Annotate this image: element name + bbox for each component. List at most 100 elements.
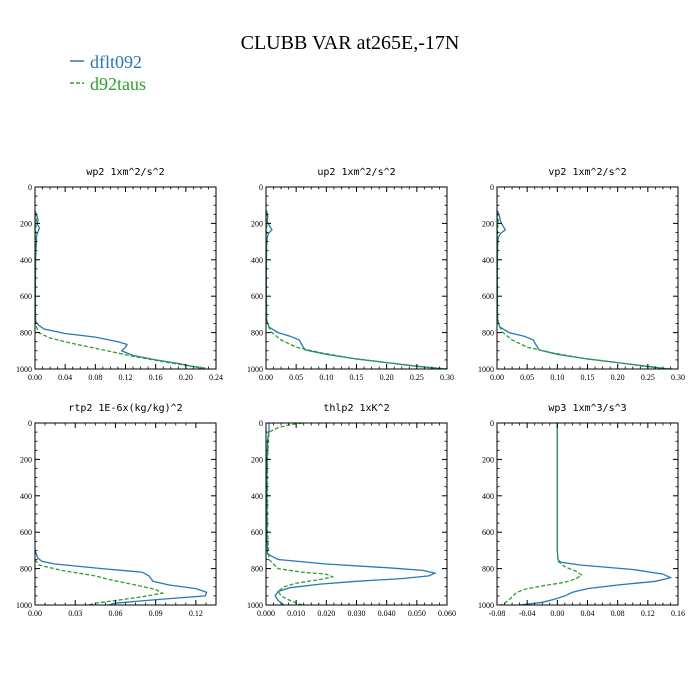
y-tick-label: 600 — [20, 528, 32, 537]
x-tick-label: 0.050 — [408, 609, 426, 618]
figure-title: CLUBB VAR at265E,-17N — [241, 32, 460, 54]
y-tick-label: 800 — [20, 565, 32, 574]
y-tick-label: 0 — [490, 419, 494, 428]
panel-0: wp2 1xm^2/s^2 0.00 0.04 0.08 0.12 0.16 0.20 0.2… — [16, 167, 223, 382]
x-tick-label: 0.04 — [58, 373, 72, 382]
panel-5: wp3 1xm^3/s^3 -0.08 -0.04 0.00 0.04 0.08 0.12 0… — [478, 403, 685, 618]
y-tick-label: 800 — [251, 565, 263, 574]
series-line-dflt092 — [265, 210, 448, 370]
y-tick-label: 400 — [251, 256, 263, 265]
panel-1: up2 1xm^2/s^2 0.00 0.05 0.10 0.15 0.20 0.25 0.3… — [247, 167, 454, 382]
x-tick-label: 0.15 — [581, 373, 595, 382]
x-tick-label: 0.15 — [350, 373, 364, 382]
panel-title: vp2 1xm^2/s^2 — [548, 167, 626, 178]
x-tick-label: -0.08 — [489, 609, 506, 618]
y-tick-label: 400 — [482, 256, 494, 265]
y-tick-label: 0 — [28, 419, 32, 428]
x-tick-label: 0.30 — [440, 373, 454, 382]
x-tick-label: 0.010 — [287, 609, 305, 618]
x-tick-label: 0.05 — [520, 373, 534, 382]
x-tick-label: 0.000 — [257, 609, 275, 618]
x-tick-label: 0.12 — [641, 609, 655, 618]
x-tick-label: 0.12 — [119, 373, 133, 382]
plot-frame — [265, 422, 448, 606]
series-line-dflt092 — [34, 550, 208, 606]
y-tick-label: 1000 — [478, 365, 494, 374]
y-tick-label: 200 — [482, 219, 494, 228]
plot-frame — [34, 422, 217, 606]
y-tick-label: 1000 — [16, 365, 32, 374]
x-tick-label: 0.060 — [438, 609, 456, 618]
plot-frame — [496, 422, 679, 606]
x-tick-label: 0.05 — [289, 373, 303, 382]
y-tick-label: 1000 — [16, 601, 32, 610]
y-tick-label: 200 — [251, 455, 263, 464]
y-tick-label: 600 — [251, 528, 263, 537]
x-tick-label: 0.09 — [149, 609, 163, 618]
series-line-dflt092 — [34, 210, 202, 370]
x-tick-label: 0.030 — [348, 609, 366, 618]
x-tick-label: 0.24 — [209, 373, 223, 382]
x-tick-label: 0.16 — [149, 373, 163, 382]
y-tick-label: 1000 — [247, 365, 263, 374]
x-tick-label: 0.020 — [317, 609, 335, 618]
y-tick-label: 400 — [251, 492, 263, 501]
y-tick-label: 800 — [251, 329, 263, 338]
panel-title: wp2 1xm^2/s^2 — [86, 167, 164, 178]
legend-label-d92taus: d92taus — [90, 74, 146, 94]
x-tick-label: 0.20 — [611, 373, 625, 382]
y-tick-label: 0 — [259, 419, 263, 428]
x-tick-label: 0.00 — [28, 609, 42, 618]
y-tick-label: 400 — [482, 492, 494, 501]
y-tick-label: 0 — [28, 183, 32, 192]
x-tick-label: 0.10 — [550, 373, 564, 382]
x-tick-label: 0.08 — [88, 373, 102, 382]
series-line-dflt092 — [266, 423, 437, 606]
x-tick-label: 0.00 — [490, 373, 504, 382]
x-tick-label: 0.04 — [581, 609, 595, 618]
x-tick-label: 0.08 — [611, 609, 625, 618]
panel-4: thlp2 1xK^2 0.000 0.010 0.020 0.030 0.040 0.05… — [247, 403, 456, 618]
series-line-d92taus — [265, 212, 448, 370]
y-tick-label: 1000 — [478, 601, 494, 610]
y-tick-label: 0 — [259, 183, 263, 192]
series-line-dflt092 — [496, 210, 673, 370]
y-tick-label: 800 — [482, 565, 494, 574]
panel-2: vp2 1xm^2/s^2 0.00 0.05 0.10 0.15 0.20 0.25 0.3… — [478, 167, 685, 382]
panel-title: up2 1xm^2/s^2 — [317, 167, 395, 178]
series-line-d92taus — [34, 559, 165, 606]
x-tick-label: 0.03 — [68, 609, 82, 618]
x-tick-label: 0.30 — [671, 373, 685, 382]
y-tick-label: 600 — [20, 292, 32, 301]
plot-frame — [34, 186, 217, 370]
x-tick-label: -0.04 — [519, 609, 536, 618]
panel-title: thlp2 1xK^2 — [323, 403, 389, 414]
y-tick-label: 1000 — [247, 601, 263, 610]
x-tick-label: 0.00 — [28, 373, 42, 382]
x-tick-label: 0.16 — [671, 609, 685, 618]
y-tick-label: 200 — [20, 219, 32, 228]
plot-frame — [265, 186, 448, 370]
panel-3: rtp2 1E-6x(kg/kg)^2 0.00 0.03 0.06 0.09 0.12 0… — [16, 403, 217, 618]
x-tick-label: 0.10 — [319, 373, 333, 382]
x-tick-label: 0.25 — [641, 373, 655, 382]
series-line-d92taus — [496, 212, 666, 370]
x-tick-label: 0.06 — [108, 609, 122, 618]
series-line-d92taus — [266, 422, 335, 606]
legend: dflt092 d92taus — [70, 52, 146, 94]
x-tick-label: 0.25 — [410, 373, 424, 382]
plot-frame — [496, 186, 679, 370]
x-tick-label: 0.040 — [378, 609, 396, 618]
panel-title: rtp2 1E-6x(kg/kg)^2 — [68, 403, 182, 414]
y-tick-label: 400 — [20, 492, 32, 501]
y-tick-label: 600 — [482, 528, 494, 537]
y-tick-label: 800 — [482, 329, 494, 338]
x-tick-label: 0.20 — [179, 373, 193, 382]
y-tick-label: 800 — [20, 329, 32, 338]
legend-label-dflt092: dflt092 — [90, 52, 142, 72]
y-tick-label: 600 — [482, 292, 494, 301]
y-tick-label: 200 — [482, 455, 494, 464]
x-tick-label: 0.12 — [189, 609, 203, 618]
series-line-dflt092 — [519, 423, 673, 606]
